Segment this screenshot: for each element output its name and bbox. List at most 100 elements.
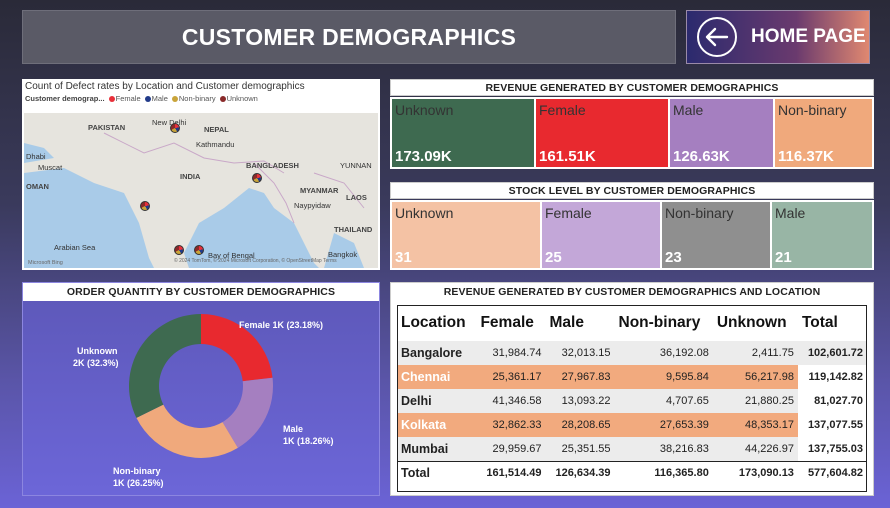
table-title: REVENUE GENERATED BY CUSTOMER DEMOGRAPHI… bbox=[391, 283, 873, 301]
donut-slice-nonbinary[interactable] bbox=[136, 404, 238, 458]
map-label-dhabi: Dhabi bbox=[26, 152, 46, 161]
cell-male: 32,013.15 bbox=[545, 341, 615, 365]
cell-unknown: 56,217.98 bbox=[712, 365, 798, 389]
cell-female: 41,346.58 bbox=[476, 389, 546, 413]
map-label-bangkok: Bangkok bbox=[328, 250, 358, 259]
order-title: ORDER QUANTITY BY CUSTOMER DEMOGRAPHICS bbox=[23, 283, 379, 301]
donut-label-nonbinary-name: Non-binary bbox=[113, 466, 161, 476]
table-row[interactable]: Mumbai 29,959.67 25,351.55 38,216.83 44,… bbox=[397, 437, 867, 461]
table-row[interactable]: Chennai 25,361.17 27,967.83 9,595.84 56,… bbox=[397, 365, 867, 389]
cell-male: 27,967.83 bbox=[545, 365, 615, 389]
cell-male: 13,093.22 bbox=[545, 389, 615, 413]
table-row[interactable]: Bangalore 31,984.74 32,013.15 36,192.08 … bbox=[397, 341, 867, 365]
map-bubble-delhi[interactable] bbox=[170, 123, 180, 133]
revenue-tile-male[interactable]: Male 126.63K bbox=[670, 99, 773, 167]
legend-male[interactable]: Male bbox=[144, 94, 168, 103]
map-label-laos: LAOS bbox=[346, 193, 367, 202]
map-label-new-delhi: New Delhi bbox=[152, 118, 187, 127]
total-unknown: 173,090.13 bbox=[712, 460, 798, 485]
map-bubble-bangalore[interactable] bbox=[174, 245, 184, 255]
cell-female: 25,361.17 bbox=[476, 365, 546, 389]
total-female: 161,514.49 bbox=[476, 460, 546, 485]
donut-chart bbox=[129, 314, 273, 458]
map-label-arabian-sea: Arabian Sea bbox=[54, 243, 96, 252]
page-title: CUSTOMER DEMOGRAPHICS bbox=[181, 23, 517, 50]
map-background bbox=[24, 113, 378, 268]
header-male[interactable]: Male bbox=[549, 314, 584, 331]
bing-logo: Microsoft Bing bbox=[28, 260, 63, 266]
cell-location: Delhi bbox=[397, 389, 477, 413]
donut-slice-unknown[interactable] bbox=[129, 314, 201, 418]
map-label-yunnan: YUNNAN bbox=[340, 161, 372, 170]
map-label-bangladesh: BANGLADESH bbox=[246, 161, 299, 170]
header-total[interactable]: Total bbox=[801, 314, 838, 331]
map-bubble-mumbai[interactable] bbox=[140, 201, 150, 211]
map-bubble-kolkata[interactable] bbox=[252, 173, 262, 183]
legend-unknown[interactable]: Unknown bbox=[219, 94, 258, 103]
legend-nonbinary[interactable]: Non-binary bbox=[171, 94, 216, 103]
stock-tile-nonbinary[interactable]: Non-binary 23 bbox=[662, 202, 770, 268]
revenue-treemap: Unknown 173.09K Female 161.51K Male 126.63K… bbox=[390, 97, 874, 169]
cell-nonbinary: 27,653.39 bbox=[614, 413, 713, 437]
cell-location: Mumbai bbox=[397, 437, 477, 461]
cell-total: 137,077.55 bbox=[797, 413, 867, 437]
donut-slice-female[interactable] bbox=[201, 314, 273, 382]
stock-treemap: Unknown 31 Female 25 Non-binary 23 Male 21 bbox=[390, 200, 874, 270]
revenue-tile-nonbinary[interactable]: Non-binary 116.37K bbox=[775, 99, 872, 167]
map-label-india: INDIA bbox=[180, 172, 201, 181]
total-nonbinary: 116,365.80 bbox=[614, 460, 713, 485]
cell-nonbinary: 9,595.84 bbox=[614, 365, 713, 389]
header-unknown[interactable]: Unknown bbox=[716, 314, 787, 331]
cell-total: 137,755.03 bbox=[797, 437, 867, 461]
map-label-bay-of-bengal: Bay of Bengal bbox=[208, 251, 255, 260]
donut-slice-male[interactable] bbox=[222, 377, 273, 448]
cell-location: Kolkata bbox=[397, 413, 477, 437]
cell-male: 25,351.55 bbox=[545, 437, 615, 461]
donut-label-male-value: 1K (18.26%) bbox=[283, 436, 334, 446]
defect-map-visual[interactable]: Count of Defect rates by Location and Cu… bbox=[22, 79, 380, 270]
cell-female: 29,959.67 bbox=[476, 437, 546, 461]
stock-tile-male[interactable]: Male 21 bbox=[772, 202, 872, 268]
stock-tile-female[interactable]: Female 25 bbox=[542, 202, 660, 268]
table-row[interactable]: Kolkata 32,862.33 28,208.65 27,653.39 48… bbox=[397, 413, 867, 437]
map-label-thailand: THAILAND bbox=[334, 225, 373, 234]
cell-total: 119,142.82 bbox=[797, 365, 867, 389]
map-label-kathmandu: Kathmandu bbox=[196, 140, 235, 149]
table-total-row: Total 161,514.49 126,634.39 116,365.80 1… bbox=[397, 460, 867, 485]
cell-nonbinary: 4,707.65 bbox=[614, 389, 713, 413]
donut-label-male-name: Male bbox=[283, 424, 304, 434]
legend-female[interactable]: Female bbox=[108, 94, 141, 103]
map-label-muscat: Muscat bbox=[38, 163, 63, 172]
donut-label-nonbinary-value: 1K (26.25%) bbox=[113, 478, 164, 488]
cell-female: 31,984.74 bbox=[476, 341, 546, 365]
map-copyright: © 2024 TomTom, © 2024 Microsoft Corporat… bbox=[174, 258, 337, 264]
stock-tile-unknown[interactable]: Unknown 31 bbox=[392, 202, 540, 268]
cell-unknown: 2,411.75 bbox=[712, 341, 798, 365]
home-page-label: HOME PAGE bbox=[751, 26, 866, 47]
back-arrow-icon bbox=[697, 17, 737, 57]
donut-label-female: Female 1K (23.18%) bbox=[239, 320, 324, 330]
revenue-location-table: Location Female Male Non-binary Unknown … bbox=[397, 305, 867, 485]
header-location[interactable]: Location bbox=[401, 314, 466, 331]
cell-unknown: 48,353.17 bbox=[712, 413, 798, 437]
home-page-button[interactable]: HOME PAGE bbox=[686, 10, 870, 64]
table-row[interactable]: Delhi 41,346.58 13,093.22 4,707.65 21,88… bbox=[397, 389, 867, 413]
legend-title: Customer demograp... bbox=[25, 94, 105, 103]
revenue-title: REVENUE GENERATED BY CUSTOMER DEMOGRAPHI… bbox=[390, 79, 874, 96]
revenue-tile-unknown[interactable]: Unknown 173.09K bbox=[392, 99, 534, 167]
map-label-myanmar: MYANMAR bbox=[300, 186, 339, 195]
map-bubble-chennai[interactable] bbox=[194, 245, 204, 255]
cell-total: 102,601.72 bbox=[797, 341, 867, 365]
header-female[interactable]: Female bbox=[480, 314, 534, 331]
header-nonbinary[interactable]: Non-binary bbox=[618, 314, 701, 331]
map-title: Count of Defect rates by Location and Cu… bbox=[25, 81, 305, 92]
revenue-tile-female[interactable]: Female 161.51K bbox=[536, 99, 668, 167]
donut-label-unknown-name: Unknown bbox=[77, 346, 118, 356]
cell-male: 28,208.65 bbox=[545, 413, 615, 437]
map-canvas[interactable]: PAKISTAN New Delhi NEPAL Kathmandu Dhabi… bbox=[24, 113, 378, 268]
total-grand: 577,604.82 bbox=[797, 460, 867, 485]
cell-nonbinary: 36,192.08 bbox=[614, 341, 713, 365]
page-title-bar: CUSTOMER DEMOGRAPHICS bbox=[22, 10, 676, 64]
map-label-pakistan: PAKISTAN bbox=[88, 123, 126, 132]
cell-female: 32,862.33 bbox=[476, 413, 546, 437]
